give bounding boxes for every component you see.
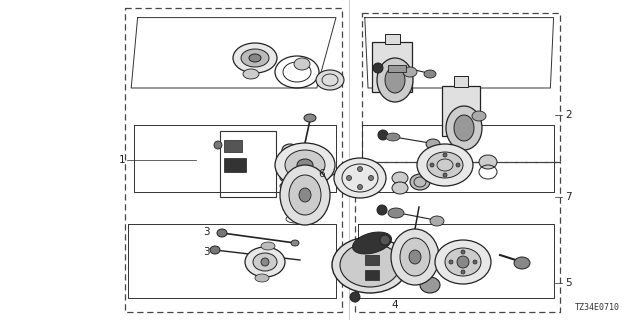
Bar xyxy=(454,76,468,87)
Ellipse shape xyxy=(385,67,405,93)
Ellipse shape xyxy=(420,277,440,293)
Circle shape xyxy=(369,175,374,180)
Ellipse shape xyxy=(243,69,259,79)
Text: 5: 5 xyxy=(565,278,572,288)
Circle shape xyxy=(350,292,360,302)
Bar xyxy=(372,42,412,92)
Circle shape xyxy=(261,258,269,266)
Ellipse shape xyxy=(280,173,300,183)
Text: 1: 1 xyxy=(118,155,125,165)
Bar xyxy=(365,255,379,265)
Ellipse shape xyxy=(255,274,269,282)
Ellipse shape xyxy=(400,238,430,276)
Ellipse shape xyxy=(454,115,474,141)
Text: 6: 6 xyxy=(310,170,316,180)
Bar xyxy=(385,34,400,44)
Circle shape xyxy=(380,235,390,245)
Ellipse shape xyxy=(427,158,437,166)
Text: 2: 2 xyxy=(565,110,572,120)
Circle shape xyxy=(443,153,447,157)
Ellipse shape xyxy=(275,143,335,187)
Bar xyxy=(365,270,379,280)
Ellipse shape xyxy=(291,240,299,246)
Circle shape xyxy=(378,130,388,140)
Ellipse shape xyxy=(424,70,436,78)
Ellipse shape xyxy=(430,216,444,226)
Ellipse shape xyxy=(285,150,325,180)
Ellipse shape xyxy=(403,67,417,77)
Ellipse shape xyxy=(233,43,277,73)
Ellipse shape xyxy=(353,232,392,254)
Text: 7: 7 xyxy=(565,192,572,202)
Ellipse shape xyxy=(427,152,463,178)
Ellipse shape xyxy=(289,175,321,215)
Ellipse shape xyxy=(446,106,482,150)
Ellipse shape xyxy=(316,70,344,90)
Ellipse shape xyxy=(304,114,316,122)
Ellipse shape xyxy=(294,58,310,70)
Circle shape xyxy=(456,163,460,167)
Circle shape xyxy=(457,256,469,268)
Circle shape xyxy=(358,185,362,189)
Ellipse shape xyxy=(445,248,481,276)
Bar xyxy=(220,131,276,197)
Ellipse shape xyxy=(435,240,491,284)
Circle shape xyxy=(358,166,362,172)
Bar xyxy=(224,140,242,152)
Text: 4: 4 xyxy=(392,300,398,310)
Ellipse shape xyxy=(472,111,486,121)
Ellipse shape xyxy=(299,188,311,202)
Circle shape xyxy=(214,141,222,149)
Circle shape xyxy=(449,260,453,264)
Ellipse shape xyxy=(280,165,330,225)
Ellipse shape xyxy=(409,250,421,264)
Ellipse shape xyxy=(334,158,386,198)
Bar xyxy=(340,165,352,175)
Text: 3: 3 xyxy=(204,247,210,257)
Ellipse shape xyxy=(261,242,275,250)
Ellipse shape xyxy=(241,49,269,67)
Text: 3: 3 xyxy=(204,227,210,237)
Ellipse shape xyxy=(426,139,440,149)
Circle shape xyxy=(443,173,447,177)
Ellipse shape xyxy=(332,237,408,293)
Ellipse shape xyxy=(210,246,220,254)
Ellipse shape xyxy=(280,181,300,191)
Circle shape xyxy=(461,270,465,274)
Circle shape xyxy=(377,205,387,215)
Bar xyxy=(224,158,246,172)
Ellipse shape xyxy=(245,247,285,277)
Ellipse shape xyxy=(410,174,430,190)
Ellipse shape xyxy=(253,253,277,271)
Ellipse shape xyxy=(479,155,497,169)
Ellipse shape xyxy=(249,54,261,62)
Circle shape xyxy=(461,250,465,254)
Ellipse shape xyxy=(217,229,227,237)
Text: 6: 6 xyxy=(318,169,324,179)
Ellipse shape xyxy=(391,229,439,285)
Ellipse shape xyxy=(514,257,530,269)
Circle shape xyxy=(373,63,383,73)
Bar xyxy=(442,86,480,136)
Bar xyxy=(388,65,406,72)
Ellipse shape xyxy=(282,144,298,156)
Circle shape xyxy=(430,163,434,167)
Circle shape xyxy=(346,175,351,180)
Circle shape xyxy=(473,260,477,264)
Ellipse shape xyxy=(392,172,408,184)
Ellipse shape xyxy=(280,165,300,175)
Ellipse shape xyxy=(386,133,400,141)
Ellipse shape xyxy=(388,208,404,218)
Ellipse shape xyxy=(417,144,473,186)
Ellipse shape xyxy=(297,159,313,171)
Ellipse shape xyxy=(377,58,413,102)
Ellipse shape xyxy=(392,182,408,194)
Ellipse shape xyxy=(340,243,400,287)
Text: TZ34E0710: TZ34E0710 xyxy=(575,303,620,312)
